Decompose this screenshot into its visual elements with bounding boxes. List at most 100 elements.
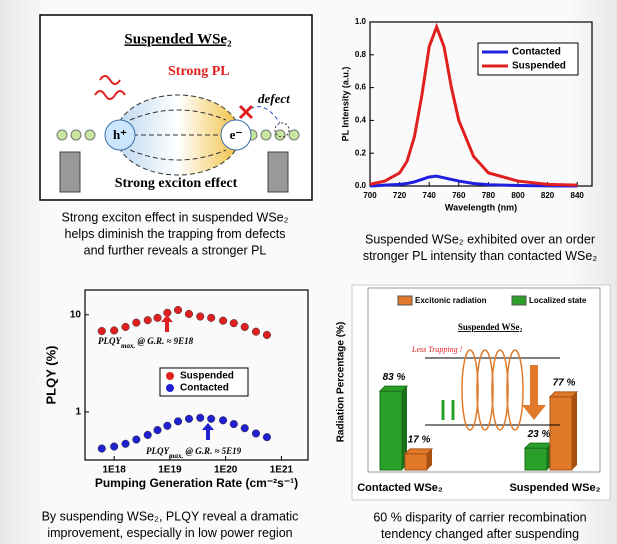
y-tick-label: 10 — [70, 309, 82, 320]
point — [110, 442, 119, 451]
point — [163, 308, 172, 317]
x-tick-label: 840 — [571, 191, 585, 200]
point — [163, 421, 172, 430]
arrow — [161, 315, 173, 332]
caption: tendency changed after suspending — [381, 527, 579, 541]
line — [369, 174, 578, 188]
legend-label: Contacted — [180, 383, 229, 394]
x-tick-label: 1E18 — [102, 465, 126, 476]
legend-label: Contacted — [512, 47, 561, 58]
hole-label: h⁺ — [113, 127, 127, 142]
point — [121, 322, 130, 331]
caption: stronger PL intensity than contacted WSe… — [363, 249, 598, 263]
x-tick-label: 1E19 — [158, 465, 182, 476]
legend-label: Suspended — [512, 61, 566, 72]
trap-arrow — [239, 106, 281, 124]
annotation-part: max. — [169, 452, 183, 460]
point — [143, 316, 152, 325]
y-tick-label: 1 — [75, 407, 81, 418]
point — [121, 439, 130, 448]
point — [240, 322, 249, 331]
legend-swatch — [511, 295, 527, 306]
arrow — [441, 400, 455, 420]
bar — [524, 447, 548, 471]
y-tick-label: 1.0 — [355, 17, 367, 26]
inset-note: Less Trapping ! — [411, 345, 463, 354]
value-label: 83 % — [383, 372, 406, 383]
bar — [404, 453, 428, 471]
lattice — [56, 129, 300, 141]
pillar — [267, 151, 289, 193]
y-tick-label: 0.2 — [355, 148, 367, 157]
point — [207, 414, 216, 423]
legend — [159, 367, 249, 397]
x-tick-label: 740 — [423, 191, 437, 200]
pl-wave — [94, 75, 126, 100]
x-tick-label: 800 — [511, 191, 525, 200]
point — [229, 420, 238, 429]
line — [369, 22, 578, 187]
point — [207, 313, 216, 322]
caption: Strong exciton effect in suspended WSe₂ — [62, 210, 289, 224]
arrow — [522, 365, 546, 420]
orbit — [491, 349, 509, 431]
pl-label: Strong PL — [168, 64, 230, 79]
orbit — [506, 349, 524, 431]
y-tick-label: 0.6 — [355, 83, 367, 92]
point — [262, 433, 271, 442]
point — [153, 426, 162, 435]
orbit — [461, 349, 479, 431]
legend — [477, 42, 579, 76]
legend-label: Suspended — [180, 371, 234, 382]
field-lines — [125, 109, 231, 161]
x-tick-label: Suspended WSe₂ — [509, 482, 600, 494]
legend-label: Localized state — [529, 296, 587, 305]
point — [196, 413, 205, 422]
x-tick-label: 820 — [541, 191, 555, 200]
annotation-part: PLQY — [98, 336, 122, 346]
annotation-part: @ G.R. ≈ 5E19 — [183, 446, 241, 456]
electron — [220, 119, 252, 151]
defect-label: defect — [258, 91, 290, 106]
point — [110, 326, 119, 335]
point — [97, 327, 106, 336]
value-label: 23 % — [527, 429, 551, 440]
arrow — [202, 423, 214, 440]
caption: helps diminish the trapping from defects — [65, 227, 286, 241]
x-tick-label: 1E21 — [270, 465, 294, 476]
x-axis-label: Wavelength (nm) — [445, 202, 517, 212]
point — [184, 414, 194, 423]
point — [184, 309, 194, 319]
point — [132, 435, 141, 444]
point — [219, 416, 228, 425]
plot-frame — [369, 21, 593, 187]
x-tick-label: 760 — [452, 191, 466, 200]
bar-side — [402, 386, 407, 470]
y-tick-label: 0.0 — [355, 181, 367, 190]
annotation-part: @ G.R. ≈ 9E18 — [135, 336, 193, 346]
plot-frame — [84, 289, 309, 461]
caption: 60 % disparity of carrier recombination — [373, 510, 586, 524]
hole — [104, 119, 136, 151]
diagram-title: Suspended WSe₂ — [124, 31, 232, 47]
y-tick-label: 0.4 — [355, 116, 367, 125]
defect-site — [274, 122, 290, 138]
point — [229, 319, 238, 328]
x-tick-label: 1E20 — [214, 465, 238, 476]
point — [97, 444, 106, 453]
legend-label: Excitonic radiation — [415, 296, 487, 305]
point — [153, 313, 162, 322]
y-tick-label: 0.8 — [355, 50, 367, 59]
y-axis-label: PL Intensity (a.u.) — [340, 67, 350, 142]
caption: improvement, especially in low power reg… — [47, 526, 292, 540]
point — [132, 318, 141, 327]
point — [143, 430, 152, 439]
value-label: 17 % — [408, 434, 431, 445]
cross — [238, 104, 254, 120]
value-label: 77 % — [553, 377, 576, 388]
annotation: PLQYmax. @ G.R. ≈ 9E18 — [98, 336, 194, 350]
annotation-part: max. — [121, 342, 135, 350]
caption: Suspended WSe₂ exhibited over an order — [365, 232, 595, 246]
y-axis-label: PLQY (%) — [43, 346, 58, 405]
